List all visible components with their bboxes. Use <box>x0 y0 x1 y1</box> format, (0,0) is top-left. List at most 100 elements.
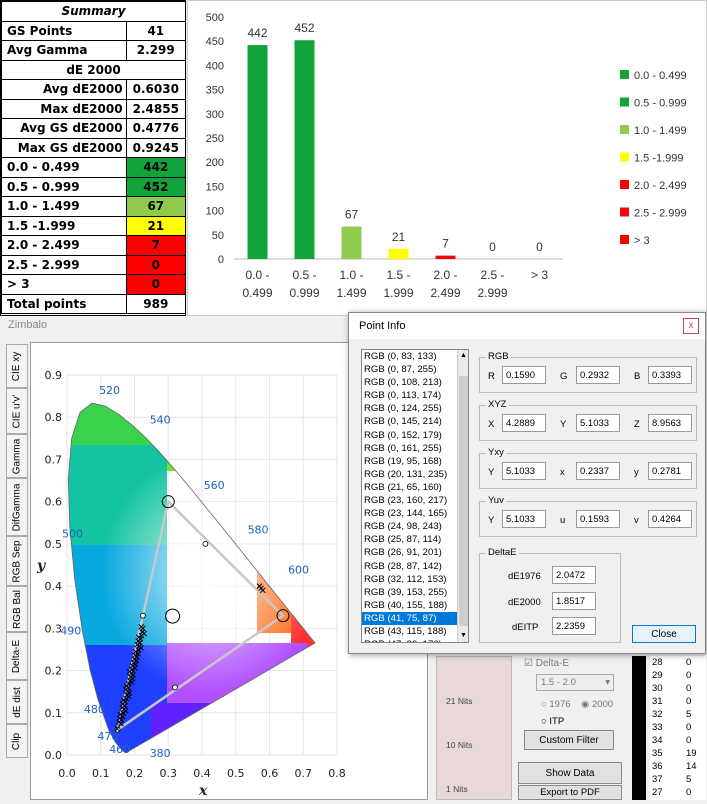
rgb-list-item[interactable]: RGB (24, 98, 243) <box>364 521 442 533</box>
rgb-list-item[interactable]: RGB (32, 112, 153) <box>364 573 447 585</box>
y-tick-label: 0.0 <box>45 749 63 762</box>
deitp-label: dEITP <box>512 622 539 633</box>
deitp-field[interactable]: 2.2359 <box>552 617 596 635</box>
rgb-list-item[interactable]: RGB (20, 131, 235) <box>364 468 448 480</box>
yxy-y-field[interactable]: 5.1033 <box>502 462 546 480</box>
close-button[interactable]: Close <box>632 625 696 643</box>
tab-rgb-bal[interactable]: RGB Bal <box>6 586 28 632</box>
rgb-list-item[interactable]: RGB (19, 95, 168) <box>364 455 442 467</box>
rgb-listbox[interactable]: RGB (0, 83, 133) RGB (0, 87, 255) RGB (0, … <box>361 349 469 643</box>
point-stroke <box>121 702 128 709</box>
close-icon[interactable]: x <box>683 318 699 334</box>
yxy-x-field[interactable]: 0.2337 <box>576 462 620 480</box>
scroll-thumb[interactable] <box>459 376 468 626</box>
list-scrollbar[interactable]: ▲ ▼ <box>457 350 468 642</box>
rgb-list-item[interactable]: RGB (41, 75, 87) <box>362 611 468 625</box>
rgb-list-item[interactable]: RGB (21, 65, 160) <box>364 481 442 493</box>
bar <box>294 40 315 260</box>
rgb-list-item[interactable]: RGB (39, 153, 255) <box>364 586 448 598</box>
measured-point <box>126 681 132 687</box>
g-value-field[interactable]: 0.2932 <box>576 366 620 384</box>
rgb-list-item[interactable]: RGB (43, 115, 188) <box>364 625 447 637</box>
rgb-list-item[interactable]: RGB (47, 89, 176) <box>362 638 468 642</box>
x-tick-label: 0.5 <box>227 767 245 780</box>
bucket-value: 7 <box>125 235 187 256</box>
app-title: Zimbalo <box>8 319 48 331</box>
rgb-list-item[interactable]: RGB (0, 83, 133) <box>364 351 437 362</box>
legend-swatch <box>620 235 629 244</box>
export-pdf-button[interactable]: Export to PDF <box>518 785 622 800</box>
radio-1976[interactable]: ○ 1976 <box>541 699 571 710</box>
tab-difgamma[interactable]: DifGamma <box>6 478 28 536</box>
side-index: 29 <box>652 670 663 681</box>
wavelength-label: 460 <box>109 743 130 756</box>
de2000-label: dE2000 <box>508 597 541 608</box>
rgb-list-item[interactable]: RGB (26, 91, 201) <box>364 547 442 559</box>
field-label: y <box>634 467 639 478</box>
group-title: DeltaE <box>486 547 519 558</box>
de2000-field[interactable]: 1.8517 <box>552 592 596 610</box>
rgb-list-item[interactable]: RGB (23, 144, 165) <box>364 508 448 520</box>
point-stroke <box>129 663 136 669</box>
measured-point <box>130 672 136 678</box>
rgb-list-item[interactable]: RGB (0, 124, 255) <box>364 403 442 415</box>
b-value-field[interactable]: 0.3393 <box>648 366 692 384</box>
custom-filter-button[interactable]: Custom Filter <box>524 730 614 750</box>
measured-point <box>122 707 129 714</box>
de1976-field[interactable]: 2.0472 <box>552 566 596 584</box>
yuv-y-field[interactable]: 5.1033 <box>502 510 546 528</box>
y-tick-label: 0.9 <box>45 369 63 382</box>
wavelength-label: 480 <box>84 703 105 716</box>
rgb-list-item[interactable]: RGB (0, 145, 214) <box>364 416 442 428</box>
delta-e-checkbox[interactable]: ☑ Delta-E <box>524 658 569 669</box>
side-index: 34 <box>652 735 663 746</box>
rgb-list-item[interactable]: RGB (28, 87, 142) <box>364 560 442 572</box>
tab-cie-xy[interactable]: CIE xy <box>6 344 28 388</box>
legend-label: 2.0 - 2.499 <box>634 180 687 192</box>
x-value-field[interactable]: 4.2889 <box>502 414 546 432</box>
rgb-list-item[interactable]: RGB (0, 152, 179) <box>364 429 442 441</box>
yuv-v-field[interactable]: 0.4264 <box>648 510 692 528</box>
show-data-button[interactable]: Show Data <box>518 762 622 784</box>
yuv-group: Yuv Y 5.1033 u 0.1593 v 0.4264 <box>479 495 697 537</box>
radio-itp[interactable]: ○ ITP <box>541 716 565 727</box>
radio-2000[interactable]: ◉ 2000 <box>581 699 614 710</box>
measured-point <box>129 663 136 669</box>
delta-e-label: Delta-E <box>535 658 570 669</box>
bucket-label: 0.5 - 0.999 <box>1 176 127 197</box>
tab-rgb-sep[interactable]: RGB Sep <box>6 536 28 586</box>
tab-label: Gamma <box>11 438 23 474</box>
tab-cie-uv[interactable]: CIE u'v' <box>6 388 28 434</box>
tab-de-dist[interactable]: dE dist <box>6 680 28 724</box>
category-label: 2.0 - <box>433 268 457 282</box>
rgb-list-item[interactable]: RGB (0, 113, 174) <box>364 390 442 402</box>
rgb-list-item[interactable]: RGB (0, 87, 255) <box>364 364 437 376</box>
y-value-field[interactable]: 5.1033 <box>576 414 620 432</box>
yxy-y2-field[interactable]: 0.2781 <box>648 462 692 480</box>
dialog-title: Point Info <box>349 313 705 339</box>
point-stroke <box>122 707 129 714</box>
r-value-field[interactable]: 0.1590 <box>502 366 546 384</box>
measured-point <box>114 725 121 732</box>
data-label: 0 <box>536 240 543 254</box>
field-label: v <box>634 515 639 526</box>
rgb-list-item[interactable]: RGB (40, 155, 188) <box>364 599 448 611</box>
z-value-field[interactable]: 8.9563 <box>648 414 692 432</box>
tab-gamma[interactable]: Gamma <box>6 434 28 478</box>
side-count: 0 <box>686 696 692 707</box>
chevron-down-icon[interactable]: ▼ <box>460 632 467 639</box>
tab-delta-e[interactable]: Delta-E <box>6 632 28 680</box>
rgb-list-item[interactable]: RGB (25, 87, 114) <box>364 534 442 546</box>
category-label: 0.5 - <box>292 268 316 282</box>
chevron-up-icon[interactable]: ▲ <box>460 352 467 359</box>
tab-clip[interactable]: Clip <box>6 724 28 758</box>
rgb-list-item[interactable]: RGB (23, 160, 217) <box>364 495 448 507</box>
target-point <box>140 612 146 619</box>
range-select[interactable]: 1.5 - 2.0 ▾ <box>536 674 614 691</box>
rgb-list-item[interactable]: RGB (0, 161, 255) <box>364 442 442 454</box>
yuv-u-field[interactable]: 0.1593 <box>576 510 620 528</box>
bucket-value: 0 <box>125 254 187 275</box>
rgb-list-item[interactable]: RGB (0, 108, 213) <box>364 377 442 389</box>
y-tick-label: 0.4 <box>45 580 63 593</box>
field-label: Y <box>560 419 567 430</box>
